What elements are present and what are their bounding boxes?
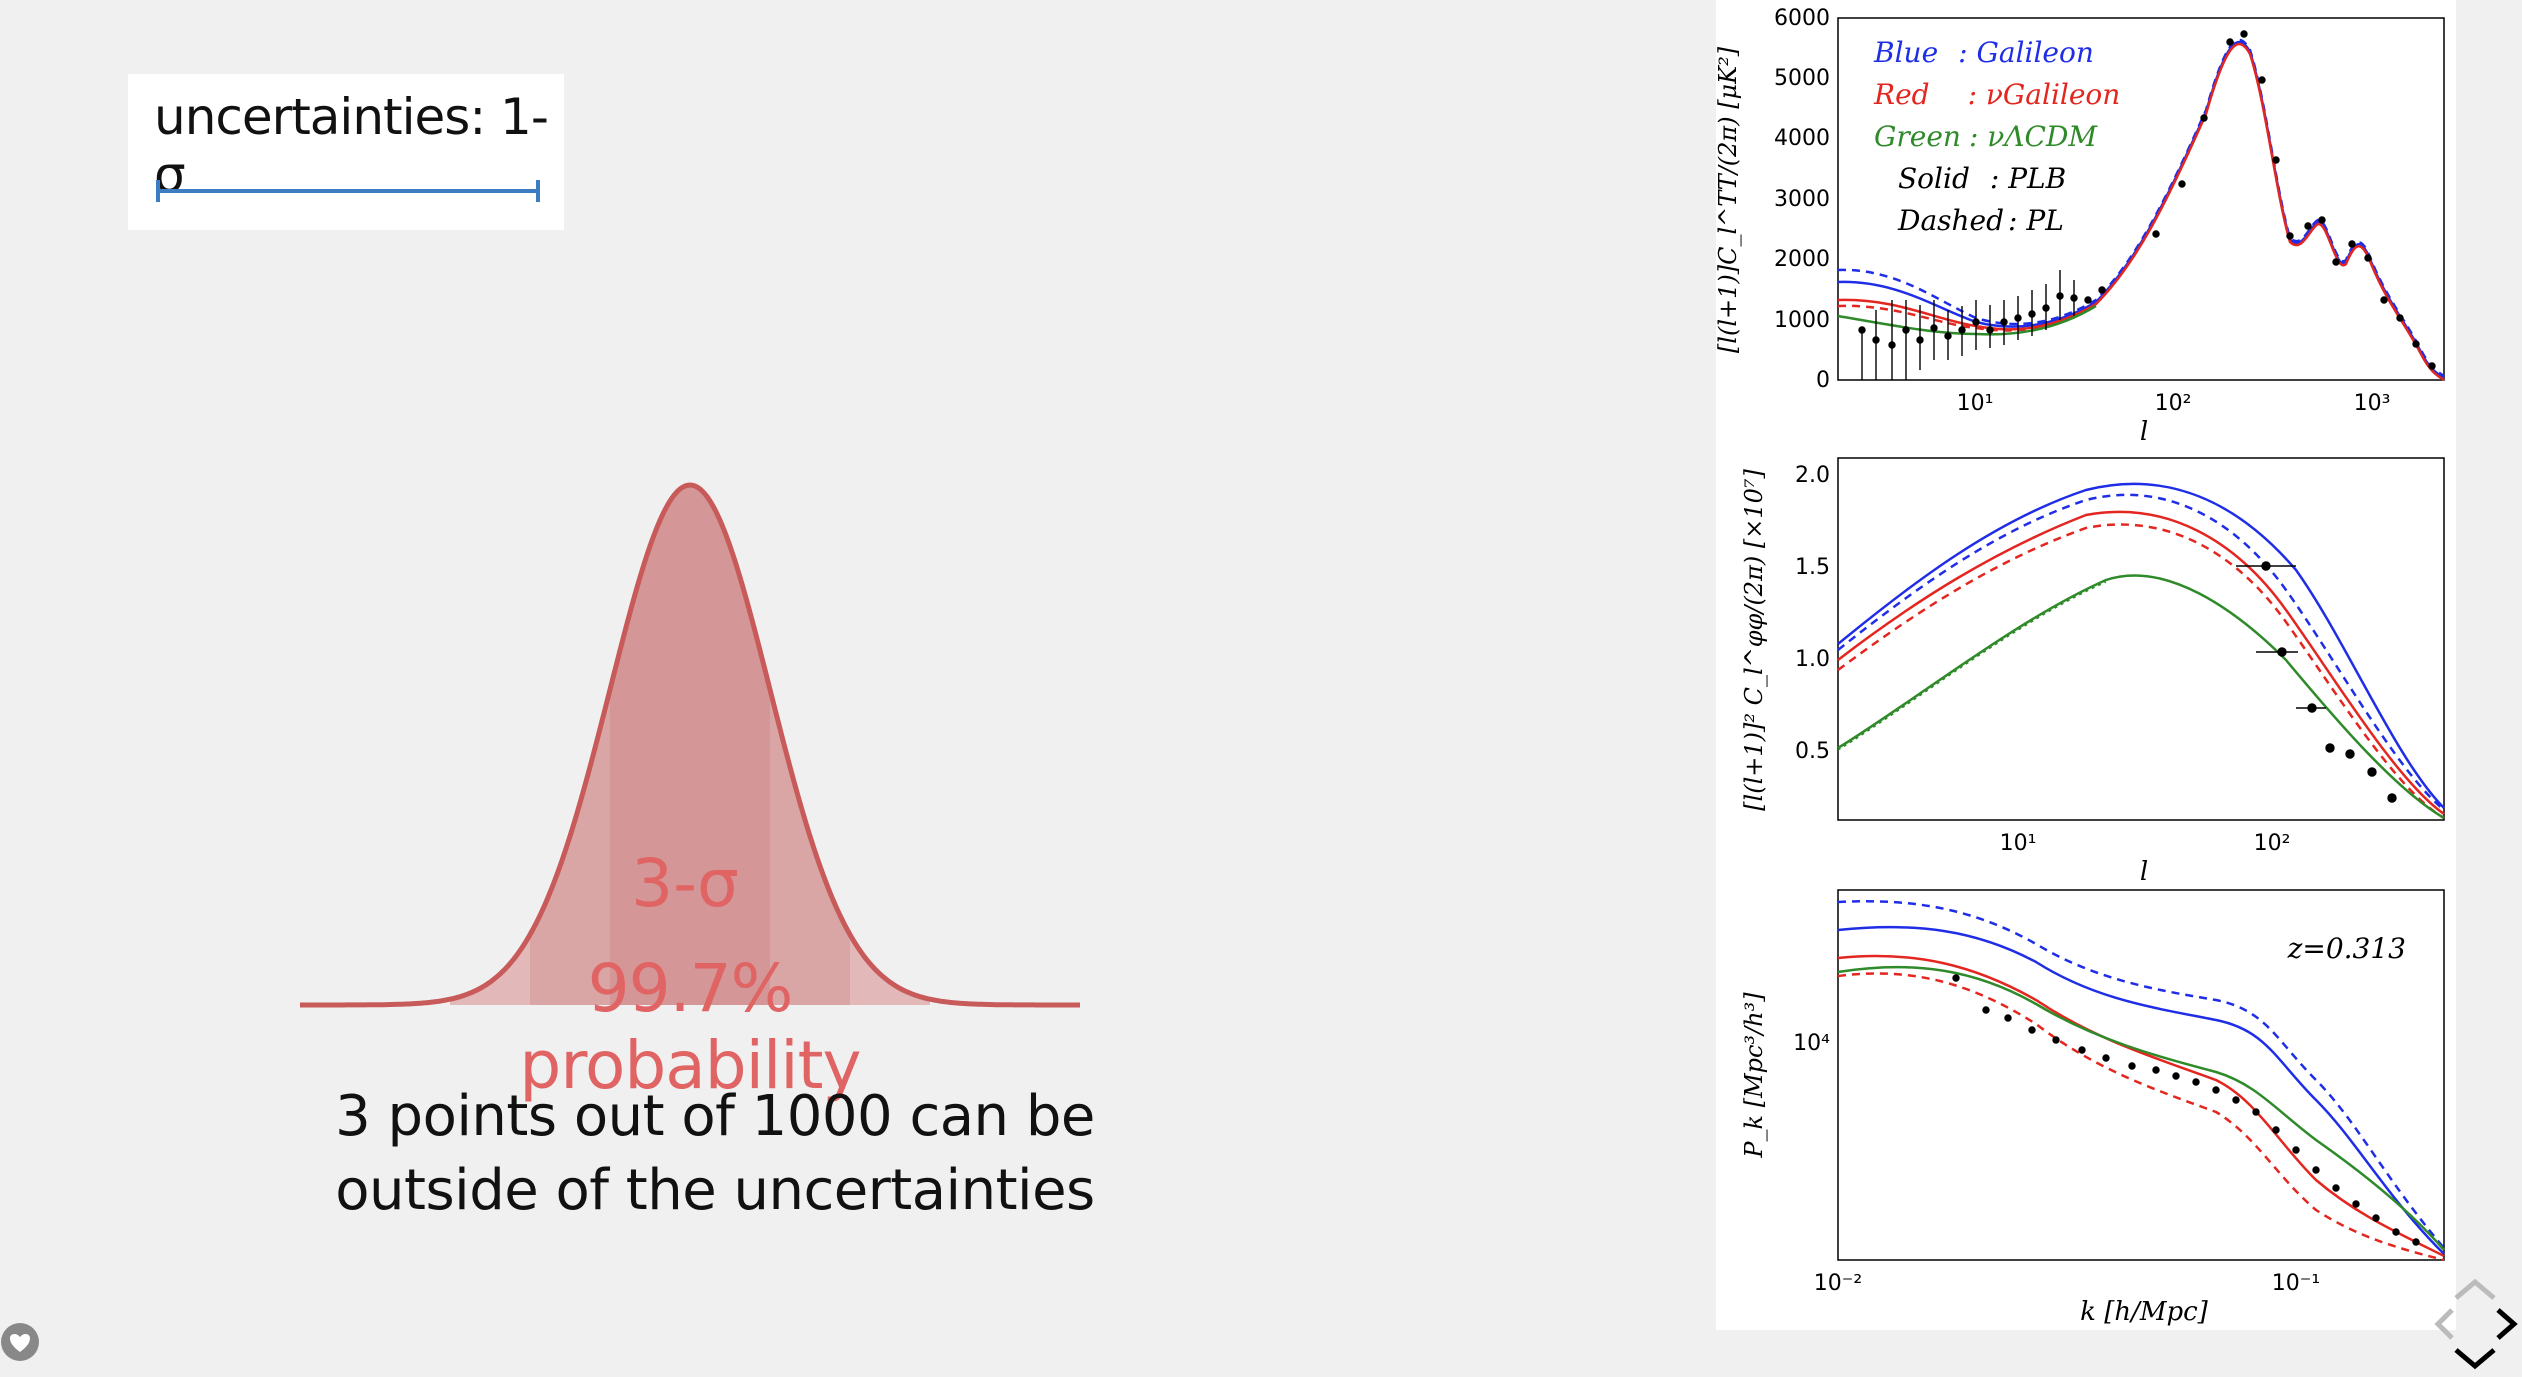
uncertainty-legend: uncertainties: 1-σ xyxy=(128,74,564,230)
probability-label: 99.7% probability xyxy=(519,950,861,1104)
svg-text:Solid: PLB: Solid : PLB xyxy=(1898,162,2066,195)
panel3-ylabel: P_k [Mpc³/h³] xyxy=(1740,992,1768,1159)
panel2-ytick: 1.5 xyxy=(1795,555,1830,580)
panel2-ytick: 0.5 xyxy=(1795,739,1830,764)
figure-svg: [l(l+1)]C_l^TT/(2π) [μK²] 0 1000 2000 30… xyxy=(1716,6,2445,1327)
panel1-ytick: 0 xyxy=(1816,368,1830,393)
panel-cmb-tt: [l(l+1)]C_l^TT/(2π) [μK²] 0 1000 2000 30… xyxy=(1716,6,2445,447)
panel-power-spectrum: P_k [Mpc³/h³] 10⁴ 10⁻² 10⁻¹ k [h/Mpc] z=… xyxy=(1740,889,2445,1327)
heart-icon[interactable] xyxy=(0,1322,40,1362)
panel1-ytick: 1000 xyxy=(1774,308,1830,333)
legend-blue-val: : Galileon xyxy=(1958,36,2094,69)
panel1-ytick: 4000 xyxy=(1774,126,1830,151)
panel2-ytick: 2.0 xyxy=(1795,463,1830,488)
legend-solid-val: : PLB xyxy=(1990,162,2066,195)
panel1-xtick: 10¹ xyxy=(1957,391,1994,416)
panel2-xtick: 10² xyxy=(2254,831,2291,856)
note-line-2: outside of the uncertainties xyxy=(335,1158,1095,1223)
sigma-label: 3-σ xyxy=(631,845,739,922)
svg-text:Dashed: PL: Dashed: PL xyxy=(1897,204,2064,237)
panel3-xtick: 10⁻² xyxy=(1814,1271,1862,1296)
gaussian-1sigma-fill xyxy=(610,485,770,1005)
panel2-ylabel: [l(l+1)]² C_l^φφ/(2π) [×10⁷] xyxy=(1740,469,1768,811)
legend-solid-key: Solid xyxy=(1898,162,1970,195)
panel1-xlabel: l xyxy=(2140,417,2148,447)
panel3-xtick: 10⁻¹ xyxy=(2272,1271,2320,1296)
note-text: 3 points out of 1000 can be outside of t… xyxy=(300,1080,1130,1228)
gaussian-outline xyxy=(300,482,1080,1008)
panel2-ytick: 1.0 xyxy=(1795,647,1830,672)
legend-red-key: Red xyxy=(1873,78,1930,111)
error-bar-icon xyxy=(156,180,540,202)
legend-red-val: : νGalileon xyxy=(1968,78,2121,111)
gaussian-curve xyxy=(300,482,1080,1008)
legend-dashed-val: : PL xyxy=(2008,204,2064,237)
legend-blue-key: Blue xyxy=(1873,36,1938,69)
svg-text:Red: νGalileon: Red : νGalileon xyxy=(1873,78,2120,111)
panel2-xtick: 10¹ xyxy=(2000,831,2037,856)
panel3-xlabel: k [h/Mpc] xyxy=(2080,1297,2208,1327)
legend-label: uncertainties: 1-σ xyxy=(154,88,549,204)
panel3-annotation: z=0.313 xyxy=(2287,932,2406,965)
navigation-arrows-icon[interactable] xyxy=(2432,1276,2518,1372)
svg-text:Blue: Galileon: Blue : Galileon xyxy=(1873,36,2094,69)
panel1-ytick: 2000 xyxy=(1774,247,1830,272)
legend-dashed-key: Dashed xyxy=(1897,204,2004,237)
panel1-ylabel: [l(l+1)]C_l^TT/(2π) [μK²] xyxy=(1716,46,1742,353)
panel3-ytick: 10⁴ xyxy=(1793,1031,1830,1056)
panel1-ytick: 3000 xyxy=(1774,187,1830,212)
svg-text:Green: νΛCDM: Green: νΛCDM xyxy=(1874,120,2098,153)
panel1-xtick: 10² xyxy=(2155,391,2192,416)
panel2-xlabel: l xyxy=(2140,857,2148,887)
cosmology-figure: [l(l+1)]C_l^TT/(2π) [μK²] 0 1000 2000 30… xyxy=(1716,0,2456,1330)
panel1-xtick: 10³ xyxy=(2354,391,2391,416)
legend-green-val: : νΛCDM xyxy=(1969,120,2098,153)
note-line-1: 3 points out of 1000 can be xyxy=(335,1084,1095,1149)
panel1-ytick: 6000 xyxy=(1774,6,1830,31)
legend-green-key: Green xyxy=(1874,120,1961,153)
panel-lensing: [l(l+1)]² C_l^φφ/(2π) [×10⁷] 0.5 1.0 1.5… xyxy=(1740,457,2445,887)
panel1-ytick: 5000 xyxy=(1774,66,1830,91)
